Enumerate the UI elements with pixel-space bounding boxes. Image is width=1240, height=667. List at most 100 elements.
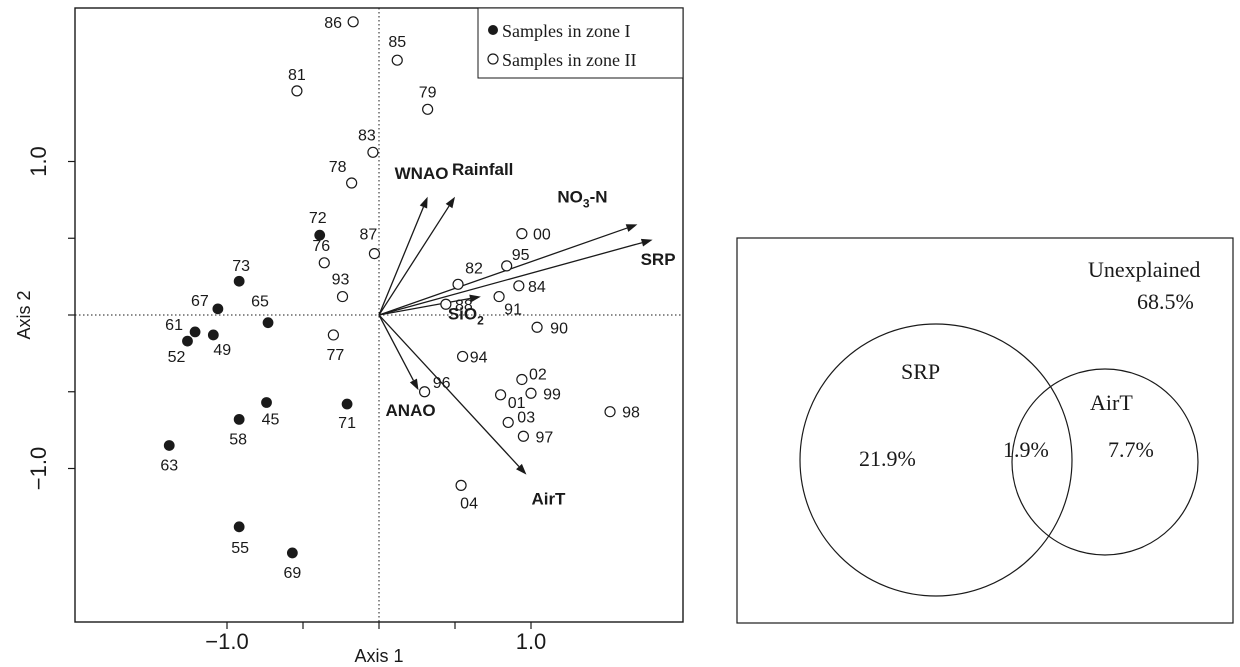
y-axis-label: Axis 2 [14, 290, 34, 339]
point-label-67: 67 [191, 293, 209, 310]
vector-label-anao: ANAO [386, 401, 436, 420]
environmental-vectors: WNAO Rainfall NO3-N SRP SiO2 ANAO AirT [378, 160, 676, 509]
point-label-72: 72 [309, 210, 327, 227]
zone-i-point-73 [233, 275, 245, 287]
venn-circle-airt [1011, 368, 1199, 556]
point-label-61: 61 [165, 317, 183, 334]
point-label-82: 82 [465, 260, 483, 277]
venn-diagram: Unexplained 68.5% SRP 21.9% AirT 7.7% 1.… [736, 237, 1234, 624]
zone-ii-point-90 [531, 321, 543, 333]
point-label-93: 93 [332, 272, 350, 289]
zone-ii-point-91 [493, 290, 505, 303]
venn-intersection-value: 1.9% [1003, 437, 1049, 462]
zone-ii-point-01 [495, 389, 507, 401]
point-label-69: 69 [283, 565, 301, 582]
vector-label-no3-n: NO3-N [557, 187, 607, 210]
point-label-85: 85 [388, 34, 406, 51]
legend: Samples in zone I Samples in zone II [477, 7, 684, 79]
zone-i-point-72 [314, 229, 326, 241]
point-label-76: 76 [312, 238, 330, 255]
venn-srp-label: SRP [901, 359, 940, 384]
vector-arrowhead-sio2 [469, 294, 481, 303]
vector-line-airt [378, 314, 520, 468]
zone-i-point-52 [182, 335, 193, 347]
legend-box [477, 7, 684, 79]
zone-i-point-61 [189, 326, 201, 338]
point-label-71: 71 [338, 415, 356, 432]
zone-ii-point-93 [336, 290, 349, 303]
point-label-65: 65 [251, 294, 269, 311]
point-label-01: 01 [508, 395, 526, 412]
vector-line-srp [378, 242, 643, 316]
point-label-49: 49 [213, 342, 231, 359]
point-label-99: 99 [543, 386, 561, 403]
point-label-87: 87 [360, 227, 378, 244]
legend-marker-zone-I [488, 25, 498, 35]
point-label-91: 91 [504, 302, 522, 319]
point-label-95: 95 [512, 247, 530, 264]
venn-airt-label: AirT [1090, 390, 1133, 415]
zone-ii-point-76 [318, 257, 330, 269]
biplot-chart: 1.0 −1.0 −1.0 1.0 WNAO Rainfall NO3-N SRP SiO2 A… [14, 7, 684, 666]
axis-ticks: 1.0 −1.0 −1.0 1.0 [26, 146, 546, 654]
zone-ii-point-95 [501, 260, 513, 272]
zone-ii-point-77 [327, 329, 339, 341]
legend-label-zone-II: Samples in zone II [502, 50, 636, 70]
vector-arrowhead-airt [516, 463, 527, 475]
point-label-94: 94 [470, 349, 488, 366]
x-axis-label: Axis 1 [354, 646, 403, 666]
zone-ii-point-03 [502, 416, 514, 429]
point-label-88: 88 [455, 297, 473, 314]
zone-ii-point-85 [391, 54, 403, 66]
vector-arrowhead-rainfall [445, 196, 455, 209]
vector-line-wnao [378, 206, 425, 316]
point-label-79: 79 [419, 84, 437, 101]
point-label-63: 63 [160, 457, 178, 474]
zone-ii-point-02 [516, 373, 528, 386]
legend-label-zone-I: Samples in zone I [502, 21, 630, 41]
legend-marker-zone-II [487, 53, 499, 65]
point-label-52: 52 [168, 349, 186, 366]
point-label-02: 02 [529, 366, 547, 383]
x-tick-label-right: 1.0 [516, 629, 547, 654]
point-label-55: 55 [231, 540, 249, 557]
point-label-58: 58 [229, 431, 247, 448]
point-label-77: 77 [327, 347, 345, 364]
point-label-96: 96 [433, 375, 451, 392]
vector-label-airt: AirT [531, 490, 566, 509]
vector-label-srp: SRP [641, 250, 676, 269]
vector-label-sio2: SiO2 [448, 305, 484, 328]
point-label-45: 45 [262, 411, 280, 428]
venn-srp-value: 21.9% [859, 446, 916, 471]
point-label-84: 84 [528, 279, 546, 296]
venn-frame [736, 237, 1234, 624]
vector-line-sio2 [378, 297, 471, 316]
vector-arrowhead-no3-n [625, 224, 638, 232]
zone-i-point-45 [261, 397, 272, 408]
zone-ii-point-88 [440, 298, 452, 310]
venn-airt-value: 7.7% [1108, 437, 1154, 462]
y-tick-label-top: 1.0 [26, 146, 51, 177]
sample-points: 72 73 67 65 61 52 49 45 58 71 63 55 69 86 85 81 79 83 78 87… [160, 15, 640, 582]
zone-ii-point-00 [516, 228, 528, 240]
zone-i-point-71 [341, 398, 353, 410]
vector-line-rainfall [378, 205, 450, 316]
zone-ii-point-99 [525, 387, 537, 399]
vector-line-anao [378, 314, 414, 381]
zone-ii-point-81 [291, 85, 303, 97]
zone-ii-point-79 [422, 103, 434, 115]
zone-i-point-49 [207, 329, 219, 341]
zone-ii-point-82 [452, 278, 464, 290]
point-label-81: 81 [288, 67, 306, 84]
vector-label-rainfall: Rainfall [452, 160, 513, 179]
venn-circle-srp [799, 323, 1073, 597]
point-label-73: 73 [232, 258, 250, 275]
point-label-00: 00 [533, 227, 551, 244]
zone-ii-point-83 [367, 146, 379, 158]
venn-unexplained-label: Unexplained [1088, 257, 1200, 282]
point-label-83: 83 [358, 127, 376, 144]
zone-i-point-65 [262, 317, 274, 329]
zone-ii-point-84 [513, 280, 525, 292]
zone-i-point-67 [212, 303, 224, 315]
zone-ii-point-86 [347, 16, 359, 28]
